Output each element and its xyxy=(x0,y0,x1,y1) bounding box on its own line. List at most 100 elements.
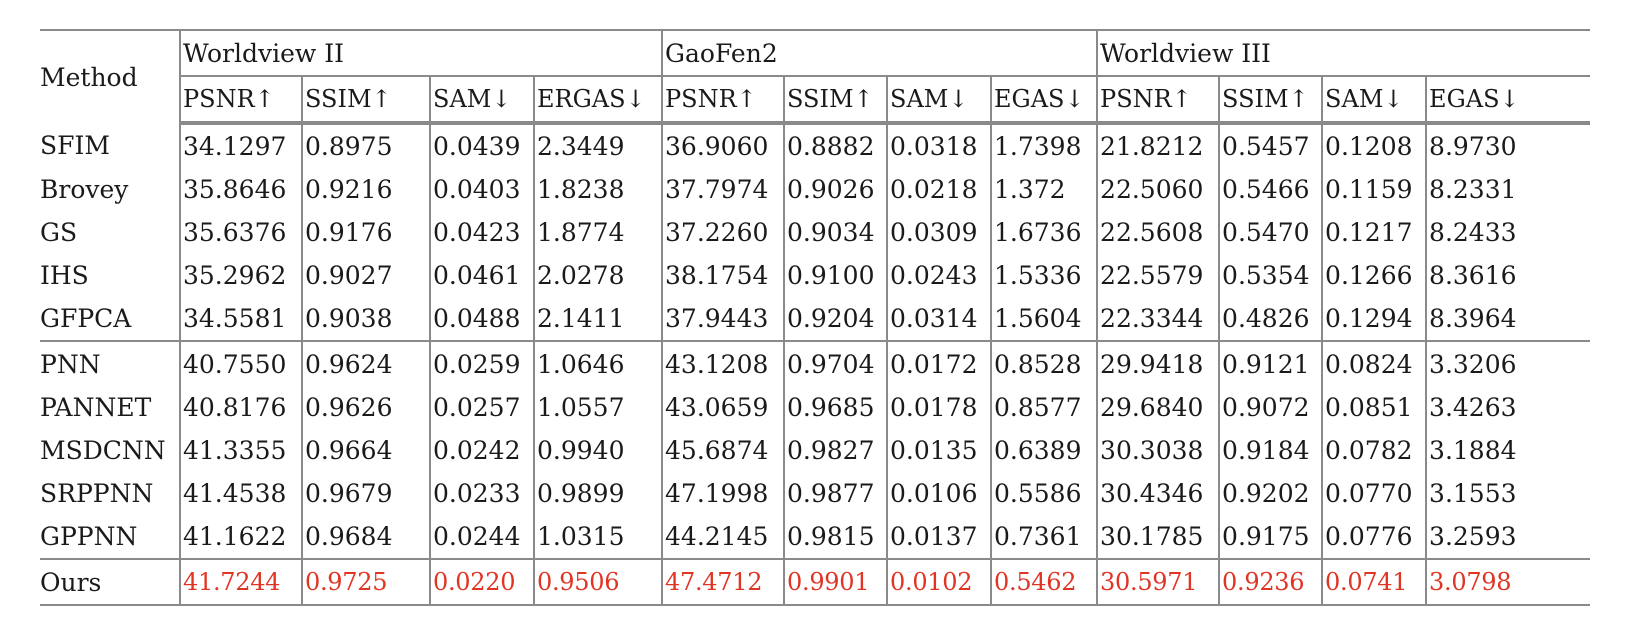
metric-value: 1.5604 xyxy=(990,297,1098,341)
metric-value: 0.0220 xyxy=(429,558,534,606)
table-row-ours: Ours 41.7244 0.9725 0.0220 0.9506 47.4712 0.99… xyxy=(40,558,1591,606)
metric-value: 0.9175 xyxy=(1218,515,1323,559)
method-header: Method xyxy=(40,29,180,123)
metric-value: 34.5581 xyxy=(179,297,302,341)
metric-value: 34.1297 xyxy=(179,123,302,168)
metric-value: 0.9877 xyxy=(783,472,888,515)
metric-value: 0.0233 xyxy=(429,472,534,515)
metric-value: 0.0824 xyxy=(1321,340,1427,386)
metric-value: 3.2593 xyxy=(1425,515,1591,559)
metric-value: 0.9184 xyxy=(1218,429,1323,472)
metric-value: 21.8212 xyxy=(1096,123,1220,168)
method-name: SRPPNN xyxy=(40,479,154,508)
metric-value: 0.9704 xyxy=(783,340,888,386)
table-row: IHS 35.2962 0.9027 0.0461 2.0278 38.1754 0.910… xyxy=(40,254,1591,297)
metric-value: 1.8238 xyxy=(532,168,663,211)
metric-value: 47.4712 xyxy=(661,558,785,606)
metric-value: 8.3964 xyxy=(1425,297,1591,341)
metric-value: 0.0137 xyxy=(886,515,992,559)
metric-value: 1.372 xyxy=(990,168,1098,211)
metric-value: 8.2331 xyxy=(1425,168,1591,211)
table-row: SFIM 34.1297 0.8975 0.0439 2.3449 36.9060 0.88… xyxy=(40,123,1591,168)
metric-value: 0.5470 xyxy=(1218,211,1323,254)
metric-value: 0.9176 xyxy=(301,211,430,254)
metric-value: 43.1208 xyxy=(661,340,785,386)
metric-value: 8.3616 xyxy=(1425,254,1591,297)
metric-value: 0.0439 xyxy=(429,123,534,168)
metric-value: 0.0851 xyxy=(1321,386,1427,429)
metric-value: 2.1411 xyxy=(532,297,663,341)
metric-value: 0.0242 xyxy=(429,429,534,472)
metric-value: 0.0423 xyxy=(429,211,534,254)
metric-header: EGAS↓ xyxy=(1425,75,1591,125)
metric-value: 0.0770 xyxy=(1321,472,1427,515)
metric-value: 29.6840 xyxy=(1096,386,1220,429)
metric-value: 0.0741 xyxy=(1321,558,1427,606)
metric-header: PSNR↑ xyxy=(1096,75,1220,125)
metric-value: 3.3206 xyxy=(1425,340,1591,386)
metric-value: 0.0218 xyxy=(886,168,992,211)
metric-value: 0.8882 xyxy=(783,123,888,168)
metric-value: 0.0403 xyxy=(429,168,534,211)
metric-value: 40.7550 xyxy=(179,340,302,386)
metric-value: 0.4826 xyxy=(1218,297,1323,341)
table-row: GFPCA 34.5581 0.9038 0.0488 2.1411 37.9443 0.9… xyxy=(40,297,1591,341)
table-row: GS 35.6376 0.9176 0.0423 1.8774 37.2260 0.9034… xyxy=(40,211,1591,254)
metric-value: 22.5608 xyxy=(1096,211,1220,254)
metric-value: 0.5457 xyxy=(1218,123,1323,168)
metric-value: 43.0659 xyxy=(661,386,785,429)
metric-value: 0.9901 xyxy=(783,558,888,606)
metric-value: 41.1622 xyxy=(179,515,302,559)
metric-value: 0.7361 xyxy=(990,515,1098,559)
metric-value: 0.9725 xyxy=(301,558,430,606)
method-name: MSDCNN xyxy=(40,436,166,465)
metric-value: 0.9940 xyxy=(532,429,663,472)
metric-value: 35.6376 xyxy=(179,211,302,254)
metric-value: 37.9443 xyxy=(661,297,785,341)
metric-value: 3.0798 xyxy=(1425,558,1591,606)
metric-value: 0.0178 xyxy=(886,386,992,429)
table-row: SRPPNN 41.4538 0.9679 0.0233 0.9899 47.1998 0.… xyxy=(40,472,1591,515)
table-row: Brovey 35.8646 0.9216 0.0403 1.8238 37.7974 0.… xyxy=(40,168,1591,211)
metric-value: 22.5579 xyxy=(1096,254,1220,297)
metric-value: 3.4263 xyxy=(1425,386,1591,429)
metric-value: 0.8528 xyxy=(990,340,1098,386)
method-name: GFPCA xyxy=(40,304,132,333)
metric-value: 37.7974 xyxy=(661,168,785,211)
metric-value: 0.0172 xyxy=(886,340,992,386)
metric-value: 0.9204 xyxy=(783,297,888,341)
metric-value: 0.9626 xyxy=(301,386,430,429)
metric-value: 30.1785 xyxy=(1096,515,1220,559)
dataset-header-gaofen2: GaoFen2 xyxy=(661,29,1098,76)
metric-value: 3.1553 xyxy=(1425,472,1591,515)
metric-value: 0.9026 xyxy=(783,168,888,211)
metric-value: 0.9034 xyxy=(783,211,888,254)
metric-value: 8.2433 xyxy=(1425,211,1591,254)
metric-value: 0.0318 xyxy=(886,123,992,168)
metric-value: 0.8975 xyxy=(301,123,430,168)
metric-value: 0.6389 xyxy=(990,429,1098,472)
metric-value: 0.5466 xyxy=(1218,168,1323,211)
metric-header: PSNR↑ xyxy=(661,75,785,125)
metric-header: EGAS↓ xyxy=(990,75,1098,125)
metric-value: 3.1884 xyxy=(1425,429,1591,472)
metric-value: 1.8774 xyxy=(532,211,663,254)
metric-value: 0.1159 xyxy=(1321,168,1427,211)
metric-value: 0.1294 xyxy=(1321,297,1427,341)
method-name: Brovey xyxy=(40,175,129,204)
metric-value: 0.9679 xyxy=(301,472,430,515)
method-name: IHS xyxy=(40,261,89,290)
metric-value: 38.1754 xyxy=(661,254,785,297)
metric-value: 0.8577 xyxy=(990,386,1098,429)
metric-value: 0.0244 xyxy=(429,515,534,559)
table-body: SFIM 34.1297 0.8975 0.0439 2.3449 36.9060 0.88… xyxy=(40,123,1591,606)
metric-value: 1.0557 xyxy=(532,386,663,429)
metric-value: 0.9899 xyxy=(532,472,663,515)
metric-value: 29.9418 xyxy=(1096,340,1220,386)
dataset-header-worldview2: Worldview II xyxy=(178,29,663,76)
metric-value: 0.1217 xyxy=(1321,211,1427,254)
metric-value: 47.1998 xyxy=(661,472,785,515)
table-row: GPPNN 41.1622 0.9684 0.0244 1.0315 44.2145 0.9… xyxy=(40,515,1591,559)
metric-value: 37.2260 xyxy=(661,211,785,254)
metric-value: 0.0314 xyxy=(886,297,992,341)
